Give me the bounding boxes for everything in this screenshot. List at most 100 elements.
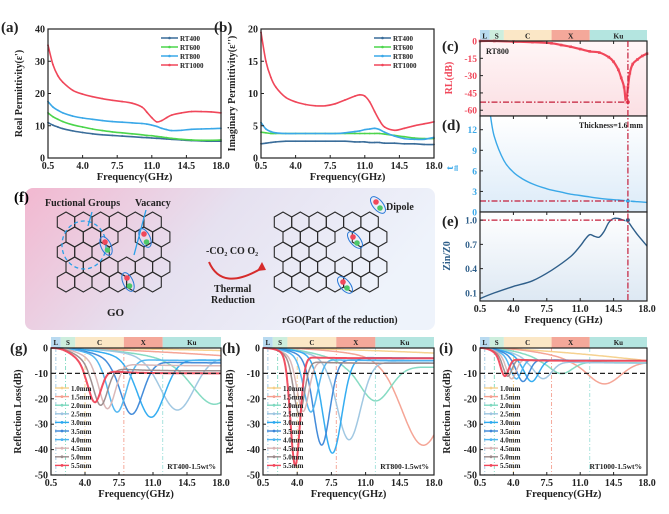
legend-marker <box>272 421 276 424</box>
data-point <box>354 132 356 135</box>
legend-marker <box>60 395 64 398</box>
data-point <box>81 117 84 119</box>
data-point <box>111 134 114 137</box>
panel-label-d: (d) <box>442 118 460 134</box>
data-point <box>141 136 143 139</box>
data-point <box>180 138 183 141</box>
legend-marker <box>489 464 493 467</box>
positive-charge-icon <box>373 199 379 205</box>
reaction-arrowhead-icon <box>257 262 266 271</box>
go-molecule-icon <box>56 209 171 293</box>
legend-label-5.0mm: 5.0mm <box>500 454 521 462</box>
negative-charge-icon <box>126 283 133 289</box>
axis-g-xtick-label: 18.0 <box>212 478 230 489</box>
series-line-5.0mm <box>263 347 434 415</box>
axis-h-xtick-label: 11.0 <box>357 478 374 489</box>
data-point <box>423 122 426 125</box>
band-strip-h-x <box>336 337 376 348</box>
legend-marker <box>381 63 384 67</box>
legend-marker <box>489 395 493 398</box>
data-point <box>200 139 203 142</box>
data-point <box>269 76 272 79</box>
data-point <box>141 106 143 108</box>
data-point <box>304 132 307 135</box>
data-point <box>274 131 277 134</box>
data-point <box>588 50 592 53</box>
data-point <box>155 137 158 140</box>
band-label-g-x: X <box>141 339 146 347</box>
axis-i-xtick-label: 0.5 <box>474 478 487 489</box>
negative-charge-icon <box>143 239 150 245</box>
axis-d-ytick-label: 9 <box>472 147 477 157</box>
data-point <box>71 123 74 126</box>
axes-h-frame <box>262 347 435 476</box>
annotation-g: RT400-1.5wt% <box>167 462 216 471</box>
band-strip-g-s <box>60 337 76 348</box>
data-point <box>294 132 297 135</box>
legend-label-5.5mm: 5.5mm <box>500 462 521 470</box>
axis-g-ytick-label: 0 <box>43 344 48 355</box>
axis-b-xtick-label: 7.5 <box>324 161 337 172</box>
axis-h-xtick-label: 0.5 <box>257 478 270 489</box>
data-point <box>294 100 297 103</box>
band-strip-i-ku <box>589 337 647 348</box>
data-point <box>284 96 287 99</box>
legend-label-1.0mm: 1.0mm <box>71 385 92 393</box>
data-point <box>150 137 153 139</box>
data-point <box>363 132 366 135</box>
data-point <box>640 54 644 58</box>
y-axis-title-g: Reflection Loss(dB) <box>13 369 24 453</box>
data-point <box>265 142 267 145</box>
data-point <box>383 126 386 128</box>
data-point <box>71 115 74 117</box>
data-point <box>56 118 59 121</box>
band-label-g-c: C <box>97 339 102 347</box>
band-strip-i-x <box>551 337 590 348</box>
data-point <box>378 128 381 131</box>
band-strip-h-c <box>287 337 337 348</box>
data-point <box>373 110 376 113</box>
data-point <box>155 135 158 138</box>
legend-marker <box>381 54 384 58</box>
axis-h-xtick-label: 4.0 <box>291 478 304 489</box>
reaction-byproducts-label: -CO₂ CO O₂ <box>206 246 258 257</box>
data-point <box>101 97 104 100</box>
x-axis-title-a: Frequency(GHz) <box>97 172 173 183</box>
data-point <box>324 132 327 135</box>
data-point <box>131 135 133 138</box>
data-point <box>269 132 272 135</box>
data-point <box>111 99 114 102</box>
data-point <box>607 55 611 59</box>
legend-marker <box>272 429 276 433</box>
data-point <box>378 141 381 144</box>
legend-label-5.0mm: 5.0mm <box>283 454 304 462</box>
panel-label-a: (a) <box>1 20 19 36</box>
y-axis-title-c: RL(dB) <box>444 62 455 95</box>
panel-label-f: (f) <box>14 190 29 206</box>
legend-label-3.5mm: 3.5mm <box>500 428 521 436</box>
series-line-5.0mm <box>51 347 221 407</box>
axis-b-ytick-label: 0 <box>253 154 258 165</box>
data-point <box>56 109 59 112</box>
axis-h-ytick-label: 0 <box>255 344 260 355</box>
data-point <box>91 128 94 130</box>
legend-marker <box>60 412 64 416</box>
axis-d-ytick-label: 6 <box>472 167 477 177</box>
band-label-h-l: L <box>266 339 271 347</box>
axis-c-ytick-label: -45 <box>464 89 477 99</box>
data-point <box>52 106 54 108</box>
data-point <box>155 125 158 128</box>
annotation-h: RT800-1.5wt% <box>380 462 429 471</box>
data-point <box>617 68 620 72</box>
legend-label-1.5mm: 1.5mm <box>283 393 304 401</box>
band-strip-i-l <box>480 337 490 348</box>
data-point <box>578 47 582 51</box>
data-point <box>101 133 104 136</box>
panel-label-i: (i) <box>439 341 453 357</box>
axes-g-frame <box>50 347 222 476</box>
legend-marker <box>489 429 493 433</box>
data-point <box>358 140 361 143</box>
legend-label-4.5mm: 4.5mm <box>71 445 92 453</box>
y-axis-title-i: Reflection Loss(dB) <box>442 369 453 453</box>
data-point <box>383 131 386 134</box>
